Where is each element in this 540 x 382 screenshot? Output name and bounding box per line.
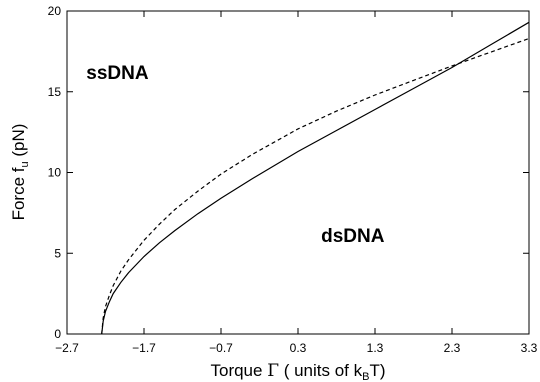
x-tick-label: 1.3 bbox=[367, 341, 384, 355]
x-tick-label: −1.7 bbox=[132, 341, 156, 355]
y-axis-title: Force fu (pN) bbox=[9, 124, 31, 221]
x-tick-label: 0.3 bbox=[290, 341, 307, 355]
y-tick-label: 10 bbox=[48, 166, 62, 180]
plot-frame bbox=[66, 10, 530, 335]
region-label: dsDNA bbox=[321, 226, 385, 247]
x-tick-label: 3.3 bbox=[521, 341, 538, 355]
x-tick-label: 2.3 bbox=[444, 341, 461, 355]
dashed-curve bbox=[101, 37, 530, 335]
y-tick-label: 15 bbox=[48, 85, 62, 99]
y-tick-label: 20 bbox=[48, 4, 62, 18]
data-series bbox=[101, 21, 530, 335]
x-tick-label: −2.7 bbox=[55, 341, 79, 355]
x-tick-label: −0.7 bbox=[209, 341, 233, 355]
region-annotations: ssDNA dsDNA bbox=[86, 63, 384, 247]
y-tick-label: 0 bbox=[54, 327, 61, 341]
solid-curve bbox=[101, 21, 530, 335]
y-tick-label: 5 bbox=[54, 246, 61, 260]
x-axis-title: Torque Γ ( units of kBT) bbox=[210, 361, 385, 382]
region-label: ssDNA bbox=[86, 63, 149, 84]
axis-ticks: −2.7 −1.7 −0.7 0.3 1.3 2.3 3.3 0 5 10 15 20 bbox=[48, 4, 538, 355]
